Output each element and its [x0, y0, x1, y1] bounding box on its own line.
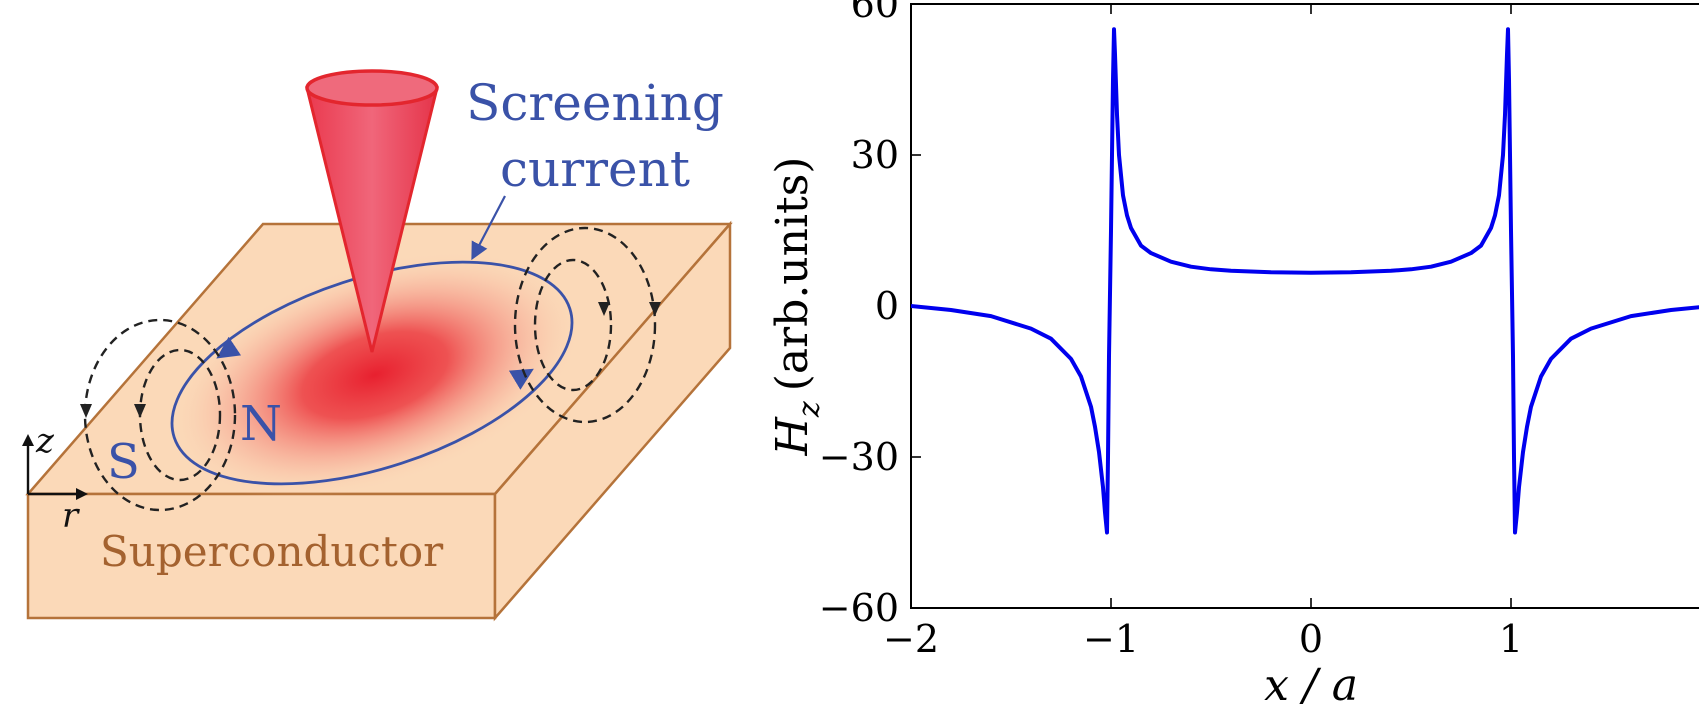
series-line-hz [911, 27, 1699, 535]
y-axis-label-units: (arb.units) [767, 157, 818, 392]
hz-chart: −2 −1 0 1 −60 −30 0 30 60 Hz (arb.units) x / a [767, 0, 1699, 704]
y-tick-label: 0 [875, 284, 899, 328]
y-tick-label: −30 [819, 435, 899, 479]
slab-right-face [493, 220, 732, 622]
axis-label-z: z [35, 421, 55, 461]
pole-label-N: N [240, 396, 282, 452]
y-axis-label-symbol: H [767, 415, 818, 456]
label-pointer [471, 195, 506, 261]
superconductor-label: Superconductor [100, 527, 444, 576]
y-axis-label: Hz (arb.units) [767, 157, 827, 457]
y-tick-label: 60 [851, 0, 899, 26]
y-axis-label-subscript: z [792, 401, 827, 418]
pole-label-S: S [107, 434, 140, 490]
screening-current-loop [170, 260, 574, 486]
y-tick-label: −60 [819, 586, 899, 630]
current-direction-arrow [216, 336, 242, 359]
x-tick-label: −2 [883, 617, 939, 661]
coordinate-axes [22, 434, 88, 500]
stm-tip [305, 69, 439, 353]
plot-frame [910, 3, 1699, 609]
x-axis-label: x / a [1264, 660, 1358, 704]
superconductor-illustration: Screening current N S z r Superconductor [22, 69, 733, 622]
current-direction-arrow [508, 368, 534, 390]
x-tick-label: 1 [1499, 617, 1523, 661]
field-lines-right [513, 226, 657, 424]
y-tick-label: 30 [851, 133, 899, 177]
tick-labels: −2 −1 0 1 −60 −30 0 30 60 [819, 0, 1523, 661]
axis-label-r: r [62, 496, 80, 536]
x-tick-label: −1 [1083, 617, 1139, 661]
screening-label-line2: current [500, 140, 690, 198]
field-arrowheads [80, 302, 661, 418]
x-tick-label: 0 [1299, 617, 1323, 661]
axis-ticks [910, 3, 1512, 609]
screening-label-line1: Screening [466, 74, 724, 132]
